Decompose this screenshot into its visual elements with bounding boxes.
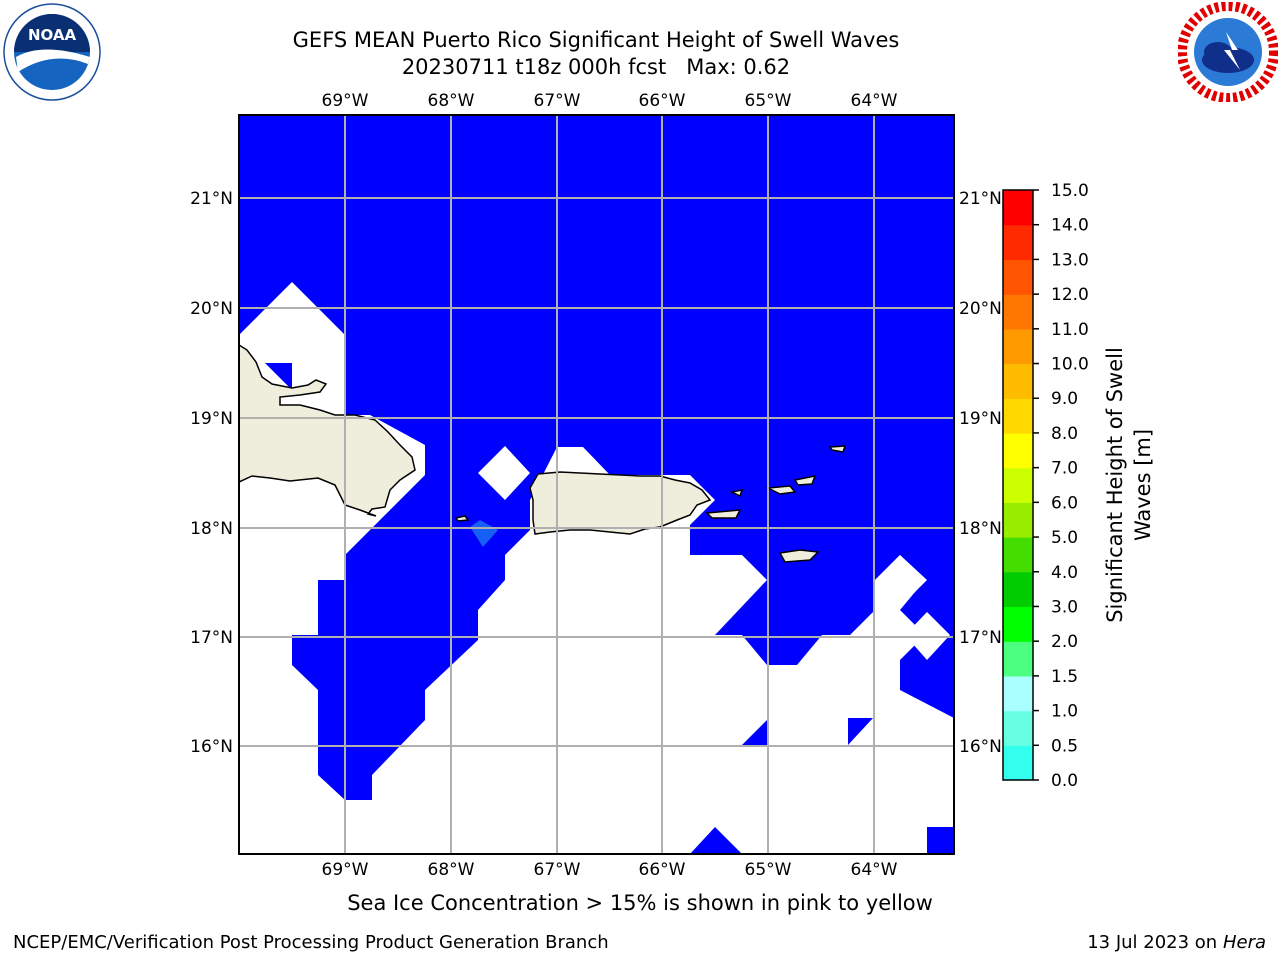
colorbar-segment xyxy=(1003,328,1033,365)
footer-date-text: 13 Jul 2023 on xyxy=(1087,932,1223,953)
colorbar-segment xyxy=(1003,675,1033,712)
page-subtitle: 20230711 t18z 000h fcst Max: 0.62 xyxy=(401,55,791,79)
colorbar-tick-label: 5.0 xyxy=(1051,528,1078,548)
lon-label: 66°W xyxy=(639,91,686,111)
colorbar-tick-label: 1.5 xyxy=(1051,667,1078,687)
lon-label: 65°W xyxy=(745,91,792,111)
lat-labels-left: 21°N 20°N 19°N 18°N 17°N 16°N xyxy=(190,189,233,757)
lat-label: 16°N xyxy=(959,737,1002,757)
swell-highlight-cell xyxy=(470,520,498,547)
colorbar-segment xyxy=(1003,259,1033,295)
footer-date: 13 Jul 2023 on Hera xyxy=(1087,932,1266,953)
footer-credit: NCEP/EMC/Verification Post Processing Pr… xyxy=(13,932,609,953)
lon-label: 68°W xyxy=(428,91,475,111)
colorbar-segment xyxy=(1003,363,1033,399)
lat-label: 19°N xyxy=(190,409,233,429)
graticule xyxy=(239,115,954,854)
lat-label: 19°N xyxy=(959,409,1002,429)
colorbar-segment xyxy=(1003,398,1033,434)
colorbar-tick-label: 15.0 xyxy=(1051,181,1089,201)
footer-host: Hera xyxy=(1222,932,1266,953)
page-title: GEFS MEAN Puerto Rico Significant Height… xyxy=(292,28,900,52)
noaa-logo-icon: NOAA xyxy=(3,3,101,101)
sea-ice-caption: Sea Ice Concentration > 15% is shown in … xyxy=(347,891,933,915)
lat-label: 21°N xyxy=(959,189,1002,209)
colorbar-frame xyxy=(1002,189,1034,781)
colorbar-tick-label: 4.0 xyxy=(1051,563,1078,583)
colorbar-segment xyxy=(1003,502,1033,538)
colorbar-segment xyxy=(1003,606,1033,642)
lat-label: 18°N xyxy=(190,519,233,539)
svg-text:NOAA: NOAA xyxy=(28,26,77,44)
colorbar-tick-label: 0.5 xyxy=(1051,736,1078,756)
lon-labels-top: 69°W 68°W 67°W 66°W 65°W 64°W xyxy=(322,91,898,111)
map-area xyxy=(239,115,954,854)
colorbar-segment xyxy=(1003,294,1033,330)
lat-labels-right: 21°N 20°N 19°N 18°N 17°N 16°N xyxy=(959,189,1002,757)
lat-label: 17°N xyxy=(959,628,1002,648)
colorbar-tick-label: 14.0 xyxy=(1051,216,1089,236)
colorbar-tick-label: 13.0 xyxy=(1051,250,1089,270)
lat-label: 20°N xyxy=(959,299,1002,319)
virgin-islands xyxy=(765,485,797,495)
lon-label: 66°W xyxy=(639,860,686,880)
colorbar-tick-label: 1.0 xyxy=(1051,702,1078,722)
lat-label: 21°N xyxy=(190,189,233,209)
lat-label: 18°N xyxy=(959,519,1002,539)
lon-label: 67°W xyxy=(534,91,581,111)
colorbar-segment xyxy=(1003,641,1033,677)
map-frame xyxy=(238,114,955,855)
culebra xyxy=(729,489,744,498)
colorbar-tick-label: 2.0 xyxy=(1051,632,1078,652)
nws-logo-icon xyxy=(1178,2,1278,102)
colorbar-segment xyxy=(1003,745,1033,781)
vieques xyxy=(705,509,742,519)
colorbar-tick-label: 6.0 xyxy=(1051,493,1078,513)
colorbar-segment xyxy=(1003,710,1033,746)
lat-label: 17°N xyxy=(190,628,233,648)
land-masses xyxy=(239,344,847,563)
virgin-islands-2 xyxy=(793,474,817,486)
st-croix xyxy=(778,549,820,563)
lon-label: 64°W xyxy=(851,91,898,111)
colorbar-segment xyxy=(1003,190,1033,226)
puerto-rico xyxy=(529,471,712,535)
colorbar-segment xyxy=(1003,571,1033,608)
colorbar-segment xyxy=(1003,432,1033,469)
colorbar-label-line2: Waves [m] xyxy=(1131,429,1155,541)
lon-label: 69°W xyxy=(322,91,369,111)
colorbar-segment xyxy=(1003,224,1033,261)
anegada xyxy=(828,445,847,453)
colorbar-segment xyxy=(1003,537,1033,573)
colorbar-tick-label: 11.0 xyxy=(1051,320,1089,340)
colorbar-tick-label: 12.0 xyxy=(1051,285,1089,305)
lon-label: 65°W xyxy=(745,860,792,880)
lon-label: 69°W xyxy=(322,860,369,880)
lon-labels-bottom: 69°W 68°W 67°W 66°W 65°W 64°W xyxy=(322,860,898,880)
mona xyxy=(454,515,470,522)
colorbar-tick-label: 10.0 xyxy=(1051,355,1089,375)
ocean-patches-south xyxy=(265,363,954,854)
colorbar-tick-label: 9.0 xyxy=(1051,389,1078,409)
colorbar-tick-label: 8.0 xyxy=(1051,424,1078,444)
hispaniola xyxy=(239,344,416,517)
lat-label: 16°N xyxy=(190,737,233,757)
lon-label: 67°W xyxy=(534,860,581,880)
colorbar: 15.0 14.0 13.0 12.0 11.0 10.0 9.0 8.0 7.0 6.0 5.0 4… xyxy=(1002,181,1089,791)
lon-label: 68°W xyxy=(428,860,475,880)
colorbar-tick-label: 3.0 xyxy=(1051,597,1078,617)
colorbar-segment xyxy=(1003,467,1033,503)
colorbar-label-line1: Significant Height of Swell xyxy=(1103,347,1127,623)
colorbar-tick-label: 7.0 xyxy=(1051,459,1078,479)
lon-label: 64°W xyxy=(851,860,898,880)
colorbar-tick-label: 0.0 xyxy=(1051,771,1078,791)
lat-label: 20°N xyxy=(190,299,233,319)
